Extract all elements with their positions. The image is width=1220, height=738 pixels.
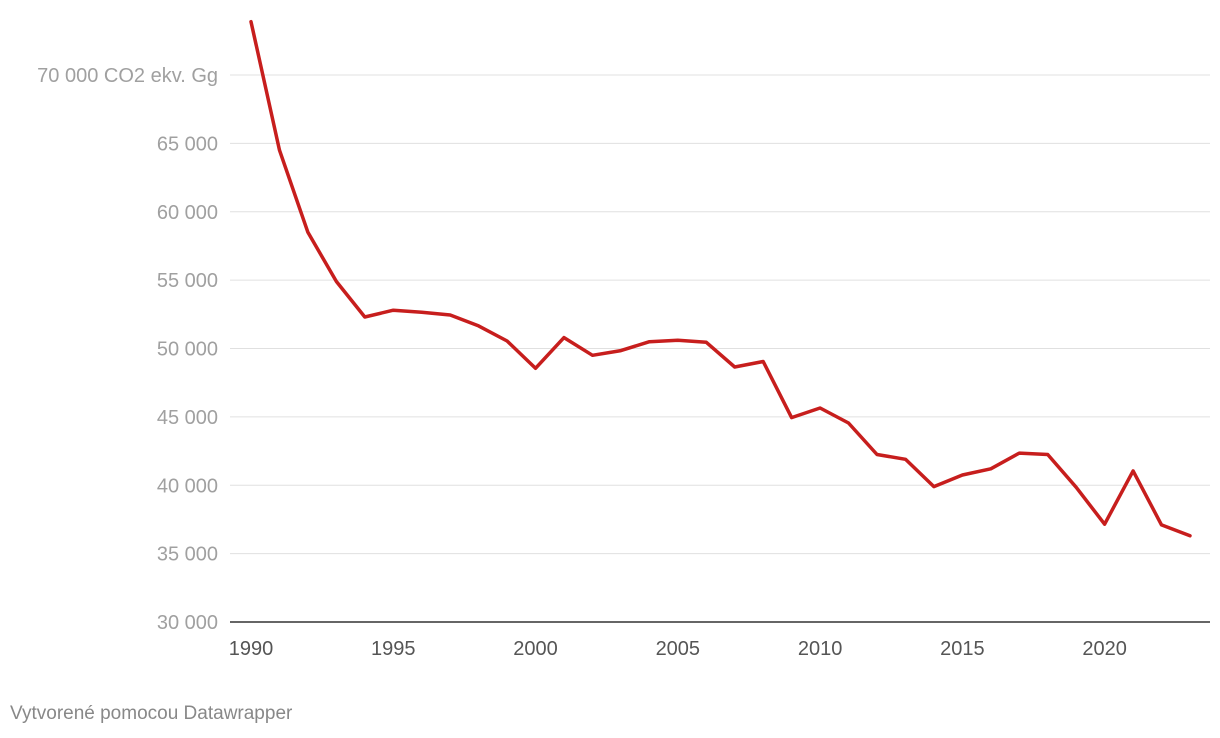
data-point [904, 458, 907, 461]
x-axis-labels: 1990 1995 2000 2005 2010 2015 2020 [229, 638, 1127, 660]
data-point [1103, 523, 1106, 526]
data-point [1160, 523, 1163, 526]
y-tick-label: 45 000 [157, 407, 218, 429]
footer-credit: Vytvorené pomocou Datawrapper [10, 703, 293, 724]
data-point [676, 339, 679, 342]
data-point [847, 421, 850, 424]
data-point [762, 360, 765, 363]
data-point [449, 313, 452, 316]
y-tick-label: 30 000 [157, 612, 218, 634]
y-tick-label: 40 000 [157, 475, 218, 497]
data-point [477, 324, 480, 327]
data-point [989, 467, 992, 470]
data-point [790, 416, 793, 419]
x-tick-label: 2020 [1082, 638, 1127, 660]
data-point [505, 339, 508, 342]
x-tick-label: 2005 [656, 638, 701, 660]
data-point [278, 149, 281, 152]
data-point [932, 485, 935, 488]
y-tick-label: 55 000 [157, 270, 218, 292]
line-chart: 30 000 35 000 40 000 45 000 50 000 55 000 60 0… [37, 19, 1210, 660]
data-point [1188, 534, 1191, 537]
data-point [1046, 453, 1049, 456]
data-point [1075, 486, 1078, 489]
data-point [249, 20, 252, 23]
data-point [1018, 452, 1021, 455]
data-point [961, 473, 964, 476]
x-tick-label: 2000 [513, 638, 558, 660]
data-point [392, 309, 395, 312]
y-tick-label: 65 000 [157, 133, 218, 155]
y-tick-label: 70 000 CO2 ekv. Gg [37, 65, 218, 87]
series-line [249, 19, 1192, 538]
data-point [705, 341, 708, 344]
data-point [363, 315, 366, 318]
x-tick-label: 2010 [798, 638, 843, 660]
x-tick-label: 1995 [371, 638, 416, 660]
data-point [335, 280, 338, 283]
x-tick-label: 1990 [229, 638, 274, 660]
data-point [1131, 469, 1134, 472]
y-tick-label: 50 000 [157, 339, 218, 361]
data-point [875, 453, 878, 456]
data-point [619, 349, 622, 352]
y-tick-label: 60 000 [157, 202, 218, 224]
data-point [818, 406, 821, 409]
data-point [420, 311, 423, 314]
data-point [306, 231, 309, 234]
x-tick-label: 2015 [940, 638, 985, 660]
gridlines [230, 74, 1210, 623]
data-point [591, 354, 594, 357]
y-axis-labels: 30 000 35 000 40 000 45 000 50 000 55 000 60 0… [37, 65, 218, 634]
data-point [562, 336, 565, 339]
data-point [733, 365, 736, 368]
data-point [534, 367, 537, 370]
y-tick-label: 35 000 [157, 544, 218, 566]
data-point [648, 340, 651, 343]
